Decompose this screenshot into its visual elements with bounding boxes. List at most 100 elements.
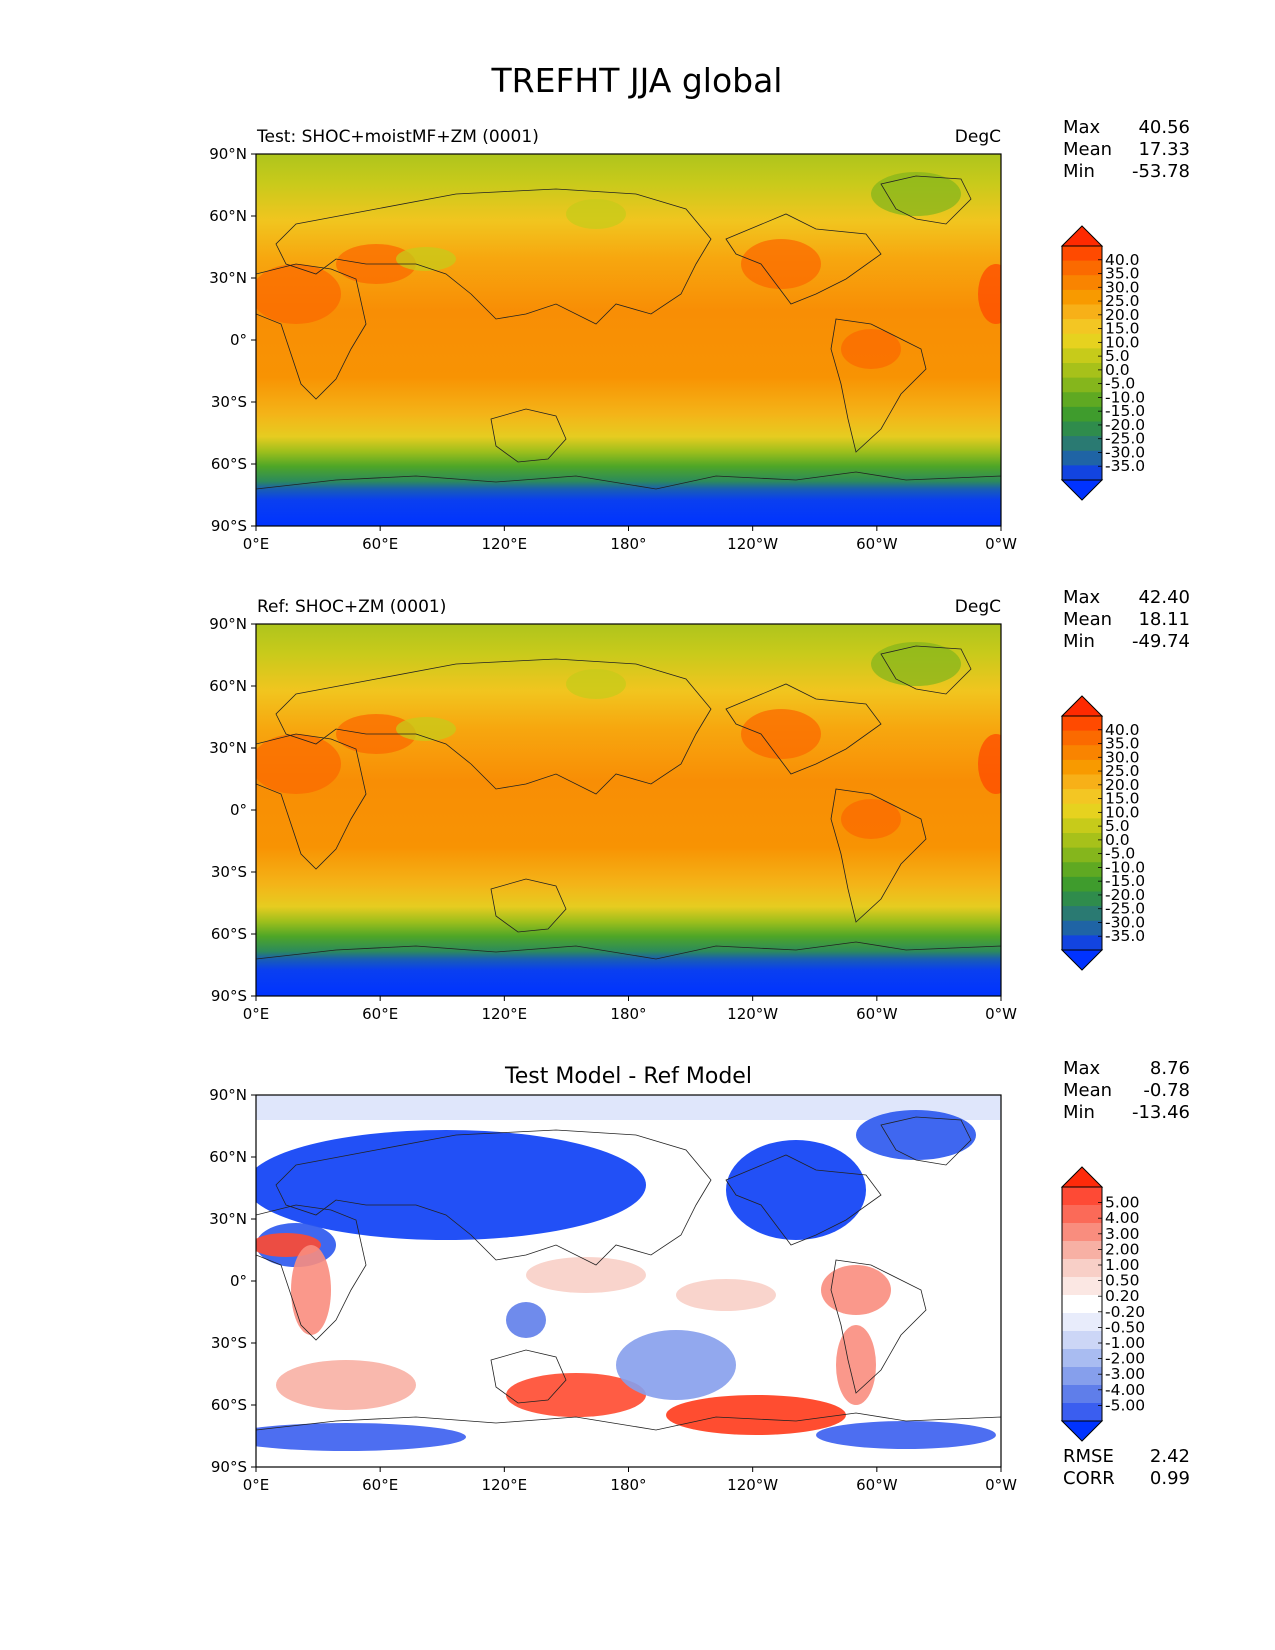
lat-tick-label: 60°S bbox=[211, 925, 247, 943]
panel-diff: Test Model - Ref Model 90°N 60°N 30°N 0° 30°S… bbox=[209, 1058, 1190, 1494]
colorbar-segment bbox=[1062, 906, 1102, 922]
lat-tick-label: 90°N bbox=[209, 615, 247, 633]
colorbar-segment bbox=[1062, 862, 1102, 878]
colorbar-segment bbox=[1062, 847, 1102, 863]
colorbar-segment bbox=[1062, 1223, 1102, 1242]
lon-tick-label: 60°E bbox=[362, 1005, 398, 1023]
error-label-corr: CORR bbox=[1063, 1468, 1115, 1489]
colorbar-segment bbox=[1062, 803, 1102, 819]
lat-tick-label: 90°S bbox=[211, 1458, 247, 1476]
colorbar-ref: 40.035.030.025.020.015.010.05.00.0-5.0-1… bbox=[1060, 695, 1145, 971]
stat-label-min: Min bbox=[1063, 631, 1095, 652]
stat-label-mean: Mean bbox=[1063, 609, 1112, 630]
lon-tick-label: 60°W bbox=[856, 1005, 898, 1023]
colorbar-segment bbox=[1062, 260, 1102, 276]
lon-tick-label: 0°E bbox=[243, 1476, 270, 1494]
lon-tick-label: 120°E bbox=[482, 1005, 528, 1023]
lat-tick-label: 30°S bbox=[211, 863, 247, 881]
panel-ref: Ref: SHOC+ZM (0001) DegC 90°N 60°N 30°N 0° 30°… bbox=[209, 587, 1190, 1023]
colorbar-tick-label: -5.00 bbox=[1105, 1396, 1145, 1414]
colorbar-segment bbox=[1062, 363, 1102, 379]
lat-tick-label: 30°N bbox=[209, 1210, 247, 1228]
colorbar-tick-label: -4.00 bbox=[1105, 1381, 1145, 1399]
colorbar-tick-label: -10.0 bbox=[1105, 388, 1145, 406]
lat-tick-label: 90°N bbox=[209, 145, 247, 163]
colorbar-test: 40.035.030.025.020.015.010.05.00.0-5.0-1… bbox=[1060, 225, 1145, 501]
stat-label-max: Max bbox=[1063, 1058, 1101, 1079]
lon-tick-label: 0°W bbox=[985, 1476, 1017, 1494]
colorbar-tick-label: 5.0 bbox=[1105, 347, 1130, 365]
lon-tick-label: 60°E bbox=[362, 1476, 398, 1494]
colorbar-tick-label: 20.0 bbox=[1105, 306, 1140, 324]
colorbar-segment bbox=[1062, 818, 1102, 834]
colorbar-tick-label: 10.0 bbox=[1105, 333, 1140, 351]
colorbar-segment bbox=[1062, 1241, 1102, 1260]
colorbar-extend-max bbox=[1060, 225, 1104, 247]
colorbar-tick-label: -20.0 bbox=[1105, 416, 1145, 434]
stat-value-max: 42.40 bbox=[1138, 587, 1190, 608]
colorbar-segment bbox=[1062, 406, 1102, 423]
lat-tick-label: 30°S bbox=[211, 393, 247, 411]
colorbar-segment bbox=[1062, 759, 1102, 776]
colorbar-segment bbox=[1062, 275, 1102, 291]
colorbar-extend-max bbox=[1060, 1166, 1104, 1188]
lat-tick-label: 60°N bbox=[209, 677, 247, 695]
colorbar-tick-label: -15.0 bbox=[1105, 402, 1145, 420]
colorbar-tick-label: 4.00 bbox=[1105, 1209, 1140, 1227]
colorbar-tick-label: 35.0 bbox=[1105, 265, 1140, 283]
lon-tick-label: 0°E bbox=[243, 1005, 270, 1023]
stat-label-max: Max bbox=[1063, 587, 1101, 608]
lon-tick-label: 120°W bbox=[727, 1005, 778, 1023]
colorbar-segment bbox=[1062, 1205, 1102, 1224]
stat-value-min: -13.46 bbox=[1132, 1102, 1190, 1123]
colorbar-tick-label: -3.00 bbox=[1105, 1365, 1145, 1383]
colorbar-segment bbox=[1062, 1367, 1102, 1386]
colorbar-tick-label: -15.0 bbox=[1105, 872, 1145, 890]
stat-label-max: Max bbox=[1063, 117, 1101, 138]
colorbar-extend-min bbox=[1060, 1420, 1104, 1442]
lon-tick-label: 60°W bbox=[856, 1476, 898, 1494]
colorbar-tick-label: -10.0 bbox=[1105, 858, 1145, 876]
lat-tick-label: 60°N bbox=[209, 1148, 247, 1166]
colorbar-segment bbox=[1062, 304, 1102, 320]
colorbar-tick-label: 40.0 bbox=[1105, 251, 1140, 269]
colorbar-tick-label: 25.0 bbox=[1105, 292, 1140, 310]
stat-value-min: -49.74 bbox=[1132, 631, 1190, 652]
colorbar-segment bbox=[1062, 891, 1102, 907]
colorbar-tick-label: -0.50 bbox=[1105, 1318, 1145, 1336]
lat-tick-label: 60°S bbox=[211, 1396, 247, 1414]
colorbar-segment bbox=[1062, 1403, 1102, 1422]
colorbar-tick-label: -2.00 bbox=[1105, 1350, 1145, 1368]
colorbar-segment bbox=[1062, 348, 1102, 364]
panel-title-diff: Test Model - Ref Model bbox=[504, 1064, 752, 1089]
colorbar-segment bbox=[1062, 789, 1102, 805]
panel-test: Test: SHOC+moistMF+ZM (0001) DegC 90°N 60°N… bbox=[209, 117, 1190, 553]
map-test bbox=[255, 153, 1002, 527]
lat-tick-label: 90°S bbox=[211, 987, 247, 1005]
lat-tick-label: 90°N bbox=[209, 1086, 247, 1104]
colorbar-tick-label: -0.20 bbox=[1105, 1303, 1145, 1321]
colorbar-segment bbox=[1062, 876, 1102, 893]
stat-label-min: Min bbox=[1063, 161, 1095, 182]
colorbar-tick-label: 3.00 bbox=[1105, 1225, 1140, 1243]
figure-title: TREFHT JJA global bbox=[491, 61, 783, 100]
colorbar-tick-label: 30.0 bbox=[1105, 748, 1140, 766]
stat-value-mean: -0.78 bbox=[1143, 1080, 1190, 1101]
colorbar-tick-label: 35.0 bbox=[1105, 735, 1140, 753]
colorbar-tick-label: -5.0 bbox=[1105, 375, 1135, 393]
lat-tick-label: 0° bbox=[230, 801, 247, 819]
colorbar-tick-label: 20.0 bbox=[1105, 776, 1140, 794]
colorbar-segment bbox=[1062, 246, 1102, 262]
colorbar-tick-label: 30.0 bbox=[1105, 278, 1140, 296]
colorbar-extend-max bbox=[1060, 695, 1104, 717]
colorbar-tick-label: 40.0 bbox=[1105, 721, 1140, 739]
lat-tick-label: 30°N bbox=[209, 269, 247, 287]
colorbar-tick-label: 25.0 bbox=[1105, 762, 1140, 780]
colorbar-segment bbox=[1062, 1313, 1102, 1332]
colorbar-tick-label: -5.0 bbox=[1105, 845, 1135, 863]
colorbar-tick-label: -30.0 bbox=[1105, 443, 1145, 461]
colorbar-segment bbox=[1062, 1295, 1102, 1314]
stat-value-max: 40.56 bbox=[1138, 117, 1190, 138]
colorbar-segment bbox=[1062, 436, 1102, 452]
